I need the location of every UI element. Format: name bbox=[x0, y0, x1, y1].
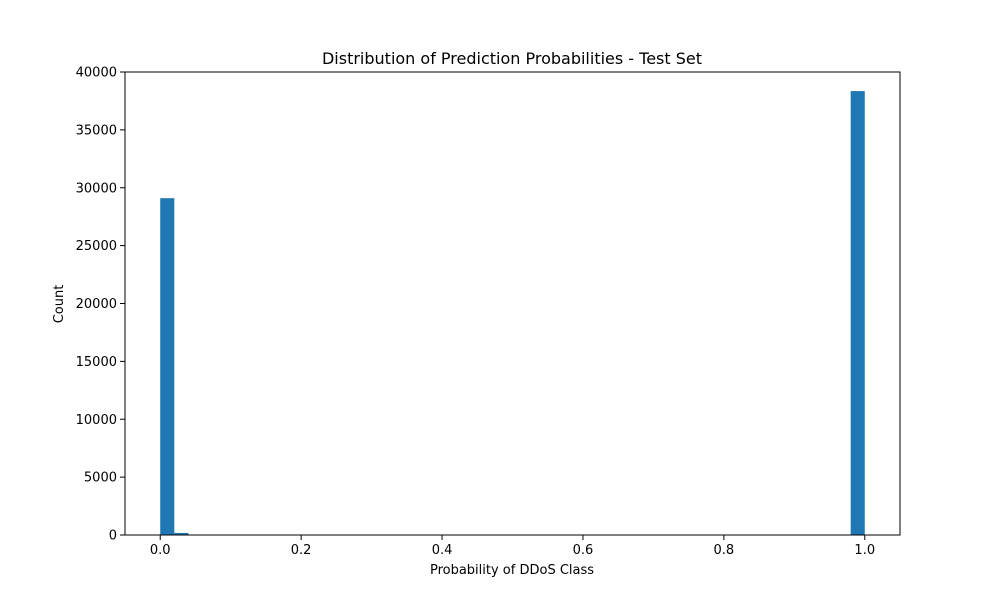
x-tick-label-2: 0.4 bbox=[432, 543, 453, 558]
chart-title: Distribution of Prediction Probabilities… bbox=[322, 49, 702, 68]
x-tick-label-5: 1.0 bbox=[854, 543, 875, 558]
x-tick-label-3: 0.6 bbox=[573, 543, 594, 558]
histogram-bar-2 bbox=[850, 91, 865, 535]
x-tick-label-0: 0.0 bbox=[150, 543, 171, 558]
x-axis-label: Probability of DDoS Class bbox=[430, 563, 594, 578]
y-tick-label-4: 20000 bbox=[76, 297, 117, 312]
y-tick-label-3: 15000 bbox=[76, 355, 117, 370]
y-tick-label-5: 25000 bbox=[76, 239, 117, 254]
y-tick-label-2: 10000 bbox=[76, 413, 117, 428]
x-axis-ticks: 0.0 0.2 0.4 0.6 0.8 1.0 bbox=[150, 535, 875, 558]
x-tick-label-4: 0.8 bbox=[714, 543, 735, 558]
y-axis-label: Count bbox=[52, 285, 67, 324]
y-tick-label-6: 30000 bbox=[76, 181, 117, 196]
histogram-bar-1 bbox=[174, 532, 189, 535]
y-tick-label-7: 35000 bbox=[76, 123, 117, 138]
y-tick-label-0: 0 bbox=[109, 529, 117, 544]
histogram-bar-0 bbox=[160, 198, 175, 536]
y-axis-ticks: 0 5000 10000 15000 20000 25000 30000 35000 40000 bbox=[76, 66, 125, 544]
histogram-bars bbox=[160, 91, 865, 536]
x-tick-label-1: 0.2 bbox=[291, 543, 312, 558]
y-tick-label-1: 5000 bbox=[84, 471, 117, 486]
y-tick-label-8: 40000 bbox=[76, 66, 117, 81]
